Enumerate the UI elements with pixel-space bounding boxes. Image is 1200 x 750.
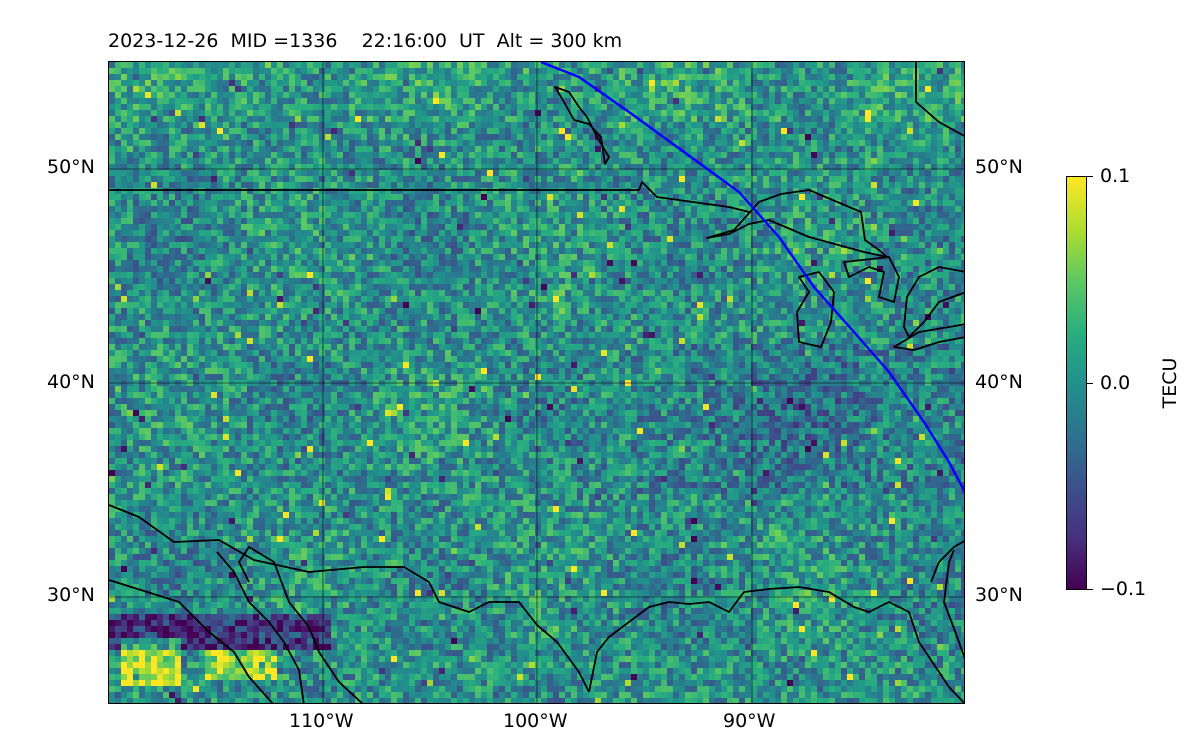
gridlines	[109, 62, 964, 703]
great-lakes-east	[903, 266, 964, 338]
colorbar-label-zero: 0.0	[1100, 372, 1131, 394]
florida	[930, 540, 964, 583]
terminator-line	[540, 62, 964, 493]
tec-map[interactable]	[108, 61, 965, 704]
lon-label-100w: 100°W	[503, 710, 568, 732]
colorbar-title: TECU	[1159, 357, 1181, 409]
lat-label-right-50n: 50°N	[975, 156, 1023, 178]
map-overlay	[109, 62, 964, 703]
lake-erie-ontario	[893, 323, 964, 351]
lake-huron	[843, 256, 900, 303]
colorbar	[1066, 176, 1087, 590]
us-canada-border	[109, 181, 750, 213]
colorbar-label-min: −0.1	[1100, 578, 1147, 600]
lat-label-left-40n: 40°N	[47, 371, 95, 393]
lon-label-110w: 110°W	[289, 710, 354, 732]
gulf-coast	[588, 586, 964, 703]
colorbar-tick-max	[1087, 176, 1093, 177]
colorbar-tick-zero	[1087, 383, 1093, 384]
lake-michigan	[796, 271, 835, 348]
colorbar-label-max: 0.1	[1100, 165, 1131, 187]
lat-label-right-30n: 30°N	[975, 584, 1023, 606]
ne-coast	[915, 62, 964, 137]
mexico-border-west	[109, 504, 590, 693]
lon-label-90w: 90°W	[723, 710, 776, 732]
baja-peninsula	[109, 579, 274, 703]
hudson-coast	[554, 86, 610, 165]
lat-label-right-40n: 40°N	[975, 371, 1023, 393]
mexico-mainland-w	[216, 551, 305, 703]
gulf-of-california	[238, 546, 364, 703]
map-title: 2023-12-26 MID =1336 22:16:00 UT Alt = 3…	[108, 30, 623, 52]
coastlines	[109, 62, 964, 703]
colorbar-tick-min	[1087, 589, 1093, 590]
lat-label-left-50n: 50°N	[47, 156, 95, 178]
lat-label-left-30n: 30°N	[47, 584, 95, 606]
florida-south	[943, 549, 964, 660]
lake-superior	[706, 189, 888, 258]
